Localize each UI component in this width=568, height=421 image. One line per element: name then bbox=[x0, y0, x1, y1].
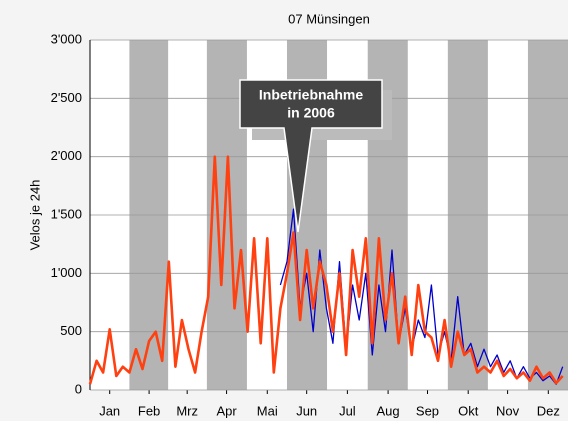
x-tick-label: Dez bbox=[537, 403, 560, 418]
x-tick-label: Jul bbox=[339, 403, 356, 418]
y-tick-label: 0 bbox=[75, 381, 82, 396]
y-tick-label: 3'000 bbox=[51, 31, 82, 46]
x-tick-label: Nov bbox=[496, 403, 520, 418]
annotation-box bbox=[239, 79, 383, 233]
x-tick-label: Apr bbox=[216, 403, 237, 418]
x-tick-label: Jun bbox=[296, 403, 317, 418]
x-tick-label: Feb bbox=[138, 403, 160, 418]
y-tick-label: 2'500 bbox=[51, 90, 82, 105]
x-tick-label: Okt bbox=[458, 403, 479, 418]
y-tick-label: 500 bbox=[60, 323, 82, 338]
annotation-text: in 2006 bbox=[287, 105, 335, 121]
chart-title: 07 Münsingen bbox=[288, 11, 370, 26]
x-tick-label: Mai bbox=[257, 403, 278, 418]
x-tick-label: Jan bbox=[99, 403, 120, 418]
y-tick-label: 1'000 bbox=[51, 265, 82, 280]
series-line bbox=[88, 155, 564, 385]
annotation: Inbetriebnahme in 2006 bbox=[239, 79, 392, 233]
y-tick-label: 1'500 bbox=[51, 206, 82, 221]
y-axis-label: Velos je 24h bbox=[27, 180, 42, 251]
annotation-text: Inbetriebnahme bbox=[259, 87, 363, 103]
y-tick-label: 2'000 bbox=[51, 148, 82, 163]
x-tick-label: Aug bbox=[377, 403, 400, 418]
x-tick-label: Mrz bbox=[176, 403, 198, 418]
x-tick-label: Sep bbox=[416, 403, 439, 418]
